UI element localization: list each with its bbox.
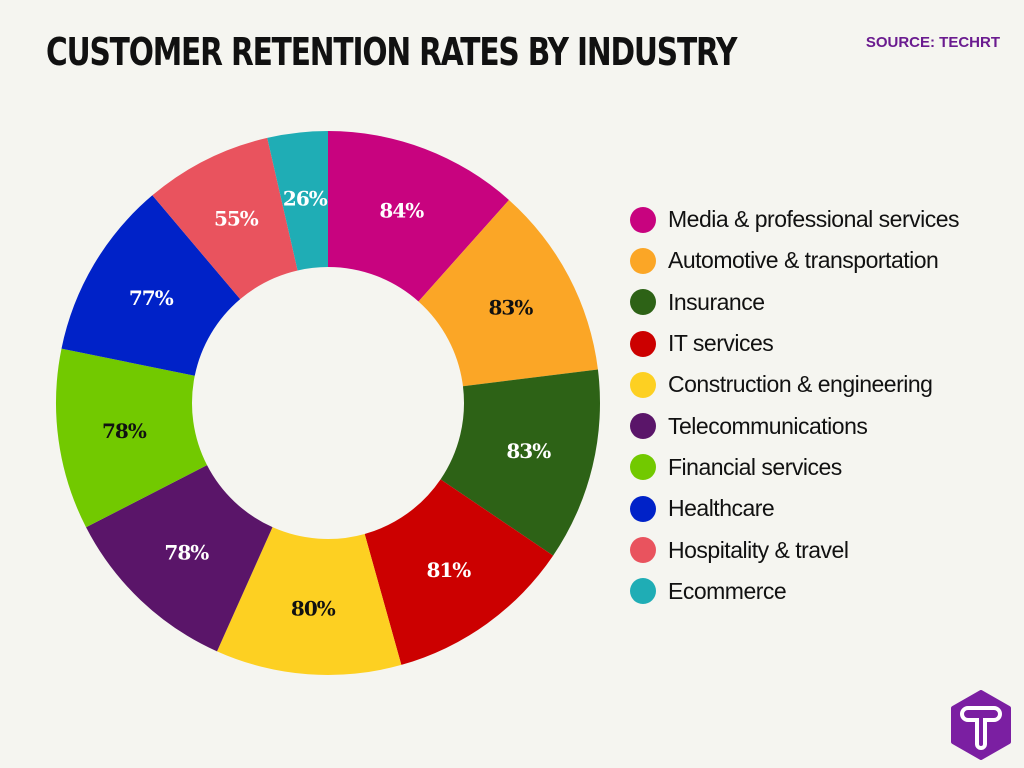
- legend-label: Financial services: [668, 453, 842, 480]
- legend: Media & professional services Automotive …: [630, 199, 960, 612]
- data-label: 55%: [214, 207, 259, 231]
- legend-label: Insurance: [668, 288, 765, 315]
- legend-swatch: [630, 330, 656, 357]
- legend-swatch: [630, 454, 656, 481]
- data-label: 77%: [129, 286, 174, 310]
- legend-swatch: [630, 289, 656, 316]
- legend-label: Telecommunications: [668, 412, 868, 439]
- slice-8: [152, 137, 298, 300]
- slice-5: [86, 465, 273, 652]
- chart-title: CUSTOMER RETENTION RATES BY INDUSTRY: [46, 30, 738, 74]
- legend-swatch: [630, 413, 656, 440]
- legend-label: Construction & engineering: [668, 371, 933, 398]
- slice-1: [418, 199, 598, 387]
- legend-label: Automotive & transportation: [668, 247, 939, 274]
- legend-swatch: [630, 247, 656, 274]
- legend-item: Media & professional services: [630, 199, 960, 240]
- legend-item: Hospitality & travel: [630, 529, 959, 570]
- slice-0: [328, 131, 509, 302]
- source-label: SOURCE: TECHRT: [865, 34, 1000, 51]
- legend-swatch: [630, 537, 656, 564]
- legend-label: Ecommerce: [668, 577, 787, 604]
- data-label: 84%: [379, 198, 424, 222]
- legend-swatch: [630, 206, 656, 233]
- legend-item: IT services: [630, 323, 959, 364]
- legend-label: IT services: [668, 330, 774, 357]
- legend-swatch: [630, 495, 656, 522]
- legend-item: Insurance: [630, 282, 959, 323]
- legend-swatch: [630, 578, 656, 605]
- legend-swatch: [630, 371, 656, 398]
- slice-7: [61, 195, 241, 376]
- legend-item: Telecommunications: [630, 405, 959, 446]
- techrt-logo: [951, 690, 1011, 760]
- data-label: 78%: [102, 419, 147, 443]
- legend-item: Automotive & transportation: [630, 240, 959, 281]
- slice-2: [440, 369, 600, 556]
- donut-chart: 84% 83% 83% 81% 80% 78% 78% 77% 55% 26%: [55, 131, 600, 675]
- legend-item: Ecommerce: [630, 571, 959, 612]
- legend-label: Hospitality & travel: [668, 536, 849, 563]
- legend-item: Construction & engineering: [630, 364, 959, 405]
- slice-4: [217, 527, 402, 675]
- legend-label: Media & professional services: [668, 206, 960, 233]
- legend-label: Healthcare: [668, 495, 775, 522]
- slice-6: [55, 348, 208, 528]
- data-label: 81%: [426, 558, 471, 582]
- data-label: 80%: [291, 596, 336, 620]
- legend-item: Financial services: [630, 447, 959, 488]
- legend-item: Healthcare: [630, 488, 959, 529]
- data-label: 78%: [164, 541, 209, 565]
- data-label: 83%: [506, 439, 551, 463]
- data-label: 26%: [283, 186, 328, 210]
- data-label: 83%: [488, 295, 533, 319]
- slice-3: [364, 479, 554, 665]
- slice-9: [267, 131, 328, 271]
